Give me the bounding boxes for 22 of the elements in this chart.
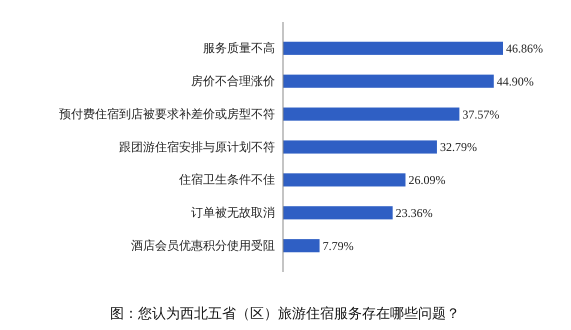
y-tick-label: 预付费住宿到店被要求补差价或房型不符 (59, 106, 275, 121)
y-tick-label: 订单被无故取消 (191, 206, 275, 220)
bar (283, 42, 503, 55)
y-tick-label: 跟团游住宿安排与原计划不符 (119, 140, 275, 154)
data-label: 7.79% (322, 238, 354, 253)
y-tick-label: 服务质量不高 (203, 41, 275, 56)
data-label: 37.57% (462, 107, 500, 122)
bar (283, 108, 460, 121)
bar (283, 239, 320, 252)
y-tick-label: 房价不合理涨价 (191, 74, 275, 88)
data-label: 46.86% (506, 42, 543, 56)
data-label: 44.90% (496, 74, 534, 88)
bar (283, 74, 494, 88)
bar (283, 206, 393, 220)
bar (283, 140, 437, 154)
y-tick-label: 酒店会员优惠积分使用受阻 (131, 238, 275, 253)
data-label: 26.09% (408, 173, 446, 188)
bar (283, 173, 406, 186)
text: 图：您认为西北五省（区）旅游住宿服务存在哪些问题？ (110, 306, 460, 322)
y-tick-label: 住宿卫生条件不佳 (178, 172, 275, 187)
data-label: 32.79% (440, 140, 477, 154)
data-label: 23.36% (396, 206, 433, 220)
